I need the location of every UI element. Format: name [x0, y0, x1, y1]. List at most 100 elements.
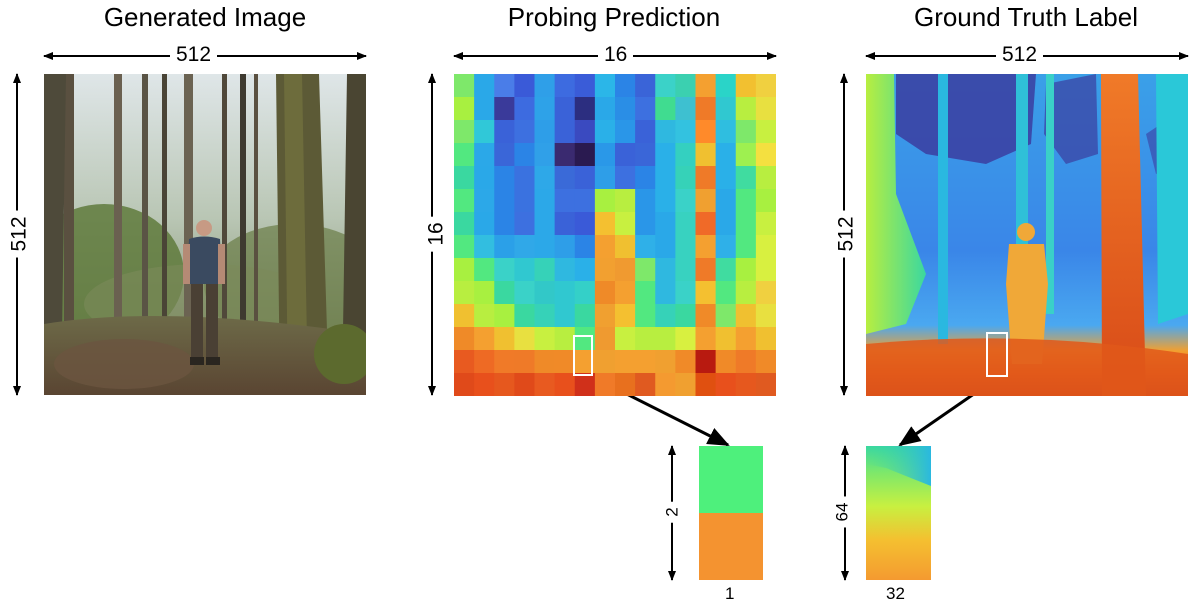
probe-cell: [554, 120, 576, 144]
probe-cell: [755, 304, 776, 328]
probe-cell: [695, 327, 717, 351]
probe-cell: [554, 373, 576, 396]
probe-cell: [574, 235, 596, 259]
title-generated-image: Generated Image: [103, 2, 307, 32]
probe-cell: [514, 143, 536, 167]
probe-cell: [675, 189, 697, 213]
probe-cell: [735, 212, 757, 236]
probe-cell: [675, 120, 697, 144]
probe-cell: [454, 166, 475, 190]
probe-cell: [494, 235, 515, 259]
probe-cell: [655, 189, 676, 213]
probe-cell: [594, 74, 616, 98]
probe-cell: [474, 166, 495, 190]
probe-cell: [615, 189, 636, 213]
probe-cell: [514, 373, 536, 396]
probe-cell: [594, 212, 616, 236]
probe-cell: [635, 281, 656, 305]
probe-cell: [474, 235, 495, 259]
probe-cell: [514, 350, 536, 374]
probe-cell: [534, 327, 556, 351]
probe-cell: [474, 74, 495, 98]
probe-cell: [574, 258, 596, 282]
probe-cell: [695, 97, 717, 121]
ground-truth-highlight-box: [986, 332, 1008, 377]
probe-cell: [695, 304, 717, 328]
probe-cell: [715, 281, 737, 305]
probe-cell: [494, 166, 515, 190]
probe-cell: [675, 373, 697, 396]
probe-cell: [735, 258, 757, 282]
probe-cell: [554, 166, 576, 190]
probe-cell: [715, 166, 737, 190]
probe-cell: [554, 97, 576, 121]
probe-cell: [534, 166, 556, 190]
probe-cell: [655, 74, 676, 98]
probe-cell: [554, 143, 576, 167]
probe-cell: [594, 235, 616, 259]
probe-cell: [454, 143, 475, 167]
probe-cell: [755, 143, 776, 167]
probe-cell: [594, 304, 616, 328]
probe-cell: [615, 166, 636, 190]
probe-cell: [615, 281, 636, 305]
probe-cell: [715, 327, 737, 351]
probe-cell: [735, 235, 757, 259]
probe-cell: [655, 97, 676, 121]
probe-cell: [514, 189, 536, 213]
probe-cell: [474, 258, 495, 282]
generated-image: [44, 74, 366, 395]
probe-cell: [594, 143, 616, 167]
probe-cell: [534, 143, 556, 167]
probe-cell: [594, 373, 616, 396]
probe-cell: [594, 258, 616, 282]
probe-cell: [474, 120, 495, 144]
probe-cell: [615, 258, 636, 282]
probe-cell: [635, 350, 656, 374]
probe-cell: [655, 327, 676, 351]
probe-cell: [494, 212, 515, 236]
probe-cell: [514, 258, 536, 282]
probing-prediction-grid: [454, 74, 776, 396]
probe-cell: [594, 350, 616, 374]
probe-cell: [675, 304, 697, 328]
probe-cell: [554, 258, 576, 282]
probe-cell: [735, 327, 757, 351]
probe-cell: [574, 143, 596, 167]
probe-cell: [554, 212, 576, 236]
probe-cell: [554, 327, 576, 351]
probe-cell: [474, 350, 495, 374]
probe-cell: [755, 189, 776, 213]
probe-cell: [454, 189, 475, 213]
probe-cell: [574, 327, 596, 351]
probe-cell: [695, 350, 717, 374]
probe-cell: [635, 97, 656, 121]
probe-cell: [454, 212, 475, 236]
probe-cell: [715, 212, 737, 236]
probe-cell: [494, 189, 515, 213]
probe-cell: [594, 97, 616, 121]
probe-cell: [574, 97, 596, 121]
probe-cell: [554, 350, 576, 374]
probe-cell: [655, 120, 676, 144]
probe-cell: [454, 373, 475, 396]
probing-highlight-box: [573, 335, 593, 376]
probe-cell: [715, 189, 737, 213]
probe-cell: [554, 74, 576, 98]
probe-cell: [494, 350, 515, 374]
probe-cell: [474, 373, 495, 396]
probe-cell: [755, 212, 776, 236]
probe-cell: [715, 74, 737, 98]
probe-cell: [655, 281, 676, 305]
probe-cell: [534, 373, 556, 396]
probe-cell: [615, 373, 636, 396]
probe-cell: [635, 373, 656, 396]
probe-cell: [474, 97, 495, 121]
probe-cell: [534, 97, 556, 121]
probe-cell: [594, 327, 616, 351]
probe-cell: [715, 97, 737, 121]
probe-cell: [574, 304, 596, 328]
probe-cell: [494, 304, 515, 328]
probe-cell: [735, 373, 757, 396]
probe-cell: [534, 120, 556, 144]
